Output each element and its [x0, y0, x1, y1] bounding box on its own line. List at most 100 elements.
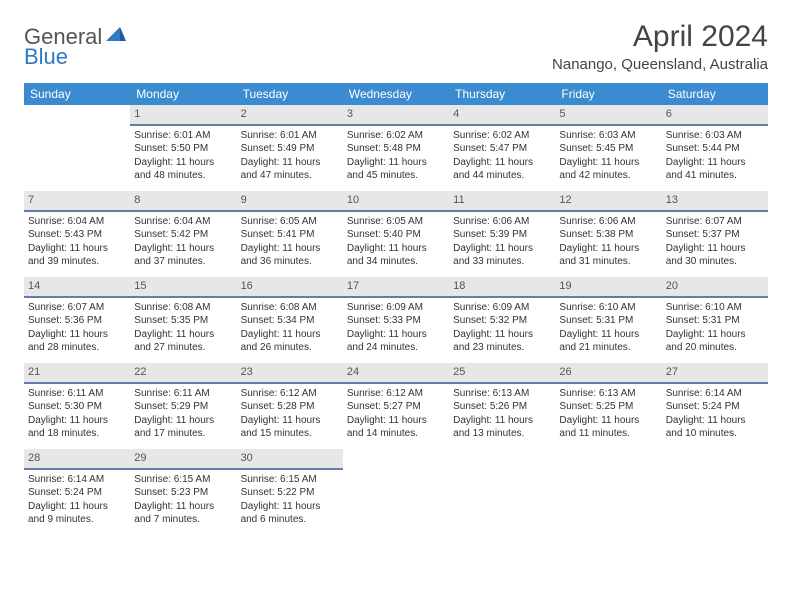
day-detail-line: and 44 minutes.: [453, 169, 551, 183]
day-number: 25: [449, 363, 555, 384]
day-cell: 1Sunrise: 6:01 AMSunset: 5:50 PMDaylight…: [130, 105, 236, 191]
day-cell: 21Sunrise: 6:11 AMSunset: 5:30 PMDayligh…: [24, 363, 130, 449]
day-detail-line: and 41 minutes.: [666, 169, 764, 183]
day-detail-line: Sunset: 5:43 PM: [28, 228, 126, 242]
day-cell: 6Sunrise: 6:03 AMSunset: 5:44 PMDaylight…: [662, 105, 768, 191]
day-detail-line: Sunset: 5:24 PM: [666, 400, 764, 414]
day-cell: 18Sunrise: 6:09 AMSunset: 5:32 PMDayligh…: [449, 277, 555, 363]
page-subtitle: Nanango, Queensland, Australia: [552, 56, 768, 73]
day-detail-line: Daylight: 11 hours: [28, 414, 126, 428]
title-block: April 2024 Nanango, Queensland, Australi…: [552, 20, 768, 73]
day-number: 3: [343, 105, 449, 126]
day-detail-line: Sunset: 5:44 PM: [666, 142, 764, 156]
day-detail-line: and 48 minutes.: [134, 169, 232, 183]
day-detail-line: Sunrise: 6:10 AM: [666, 301, 764, 315]
day-detail-line: Daylight: 11 hours: [666, 242, 764, 256]
day-number: 21: [24, 363, 130, 384]
day-detail-line: Sunrise: 6:02 AM: [347, 129, 445, 143]
day-cell: 2Sunrise: 6:01 AMSunset: 5:49 PMDaylight…: [237, 105, 343, 191]
day-detail-line: Sunset: 5:42 PM: [134, 228, 232, 242]
day-cell: 27Sunrise: 6:14 AMSunset: 5:24 PMDayligh…: [662, 363, 768, 449]
day-detail-line: Daylight: 11 hours: [28, 328, 126, 342]
day-detail-line: Daylight: 11 hours: [559, 328, 657, 342]
week-row: 21Sunrise: 6:11 AMSunset: 5:30 PMDayligh…: [24, 363, 768, 449]
day-detail-line: Sunset: 5:48 PM: [347, 142, 445, 156]
day-detail-line: and 27 minutes.: [134, 341, 232, 355]
day-number: 8: [130, 191, 236, 212]
day-detail-line: Daylight: 11 hours: [134, 328, 232, 342]
day-detail-line: Daylight: 11 hours: [453, 156, 551, 170]
day-number: 2: [237, 105, 343, 126]
day-detail-line: Daylight: 11 hours: [241, 414, 339, 428]
day-detail-line: Sunset: 5:29 PM: [134, 400, 232, 414]
day-detail-line: Daylight: 11 hours: [347, 414, 445, 428]
day-detail-line: and 14 minutes.: [347, 427, 445, 441]
day-number: 26: [555, 363, 661, 384]
day-cell: 24Sunrise: 6:12 AMSunset: 5:27 PMDayligh…: [343, 363, 449, 449]
day-detail-line: and 31 minutes.: [559, 255, 657, 269]
day-detail-line: Sunset: 5:24 PM: [28, 486, 126, 500]
page-title: April 2024: [552, 20, 768, 54]
logo-triangle-icon: [106, 27, 126, 48]
day-number: 4: [449, 105, 555, 126]
day-number: 27: [662, 363, 768, 384]
day-detail-line: Daylight: 11 hours: [453, 328, 551, 342]
day-detail-line: Daylight: 11 hours: [134, 500, 232, 514]
day-number: 10: [343, 191, 449, 212]
day-detail-line: Sunrise: 6:08 AM: [241, 301, 339, 315]
day-detail-line: and 13 minutes.: [453, 427, 551, 441]
day-cell: [24, 105, 130, 191]
day-cell: 13 Sunrise: 6:07 AMSunset: 5:37 PMDayligh…: [662, 191, 768, 277]
day-detail-line: and 9 minutes.: [28, 513, 126, 527]
day-number: 6: [662, 105, 768, 126]
day-detail-line: Sunrise: 6:13 AM: [453, 387, 551, 401]
day-detail-line: Sunrise: 6:02 AM: [453, 129, 551, 143]
header: General April 2024 Nanango, Queensland, …: [24, 20, 768, 73]
day-detail-line: and 26 minutes.: [241, 341, 339, 355]
day-cell: 23Sunrise: 6:12 AMSunset: 5:28 PMDayligh…: [237, 363, 343, 449]
weekday-header: Friday: [555, 83, 661, 105]
day-cell: [343, 449, 449, 535]
day-detail-line: Sunrise: 6:01 AM: [241, 129, 339, 143]
day-detail-line: and 23 minutes.: [453, 341, 551, 355]
week-row: 7Sunrise: 6:04 AMSunset: 5:43 PMDaylight…: [24, 191, 768, 277]
day-cell: 26Sunrise: 6:13 AMSunset: 5:25 PMDayligh…: [555, 363, 661, 449]
day-number: 23: [237, 363, 343, 384]
day-detail-line: Sunset: 5:38 PM: [559, 228, 657, 242]
day-detail-line: Sunrise: 6:07 AM: [666, 215, 764, 229]
day-detail-line: Sunrise: 6:04 AM: [134, 215, 232, 229]
day-detail-line: Sunset: 5:31 PM: [559, 314, 657, 328]
day-detail-line: Sunrise: 6:05 AM: [241, 215, 339, 229]
logo-part2: Blue: [24, 44, 68, 69]
day-detail-line: Sunrise: 6:09 AM: [347, 301, 445, 315]
day-cell: 20Sunrise: 6:10 AMSunset: 5:31 PMDayligh…: [662, 277, 768, 363]
day-cell: 30Sunrise: 6:15 AMSunset: 5:22 PMDayligh…: [237, 449, 343, 535]
day-detail-line: Sunset: 5:27 PM: [347, 400, 445, 414]
weekday-header-row: SundayMondayTuesdayWednesdayThursdayFrid…: [24, 83, 768, 105]
day-detail-line: Daylight: 11 hours: [559, 242, 657, 256]
day-detail-line: Sunset: 5:47 PM: [453, 142, 551, 156]
calendar: SundayMondayTuesdayWednesdayThursdayFrid…: [24, 83, 768, 535]
day-detail-line: and 36 minutes.: [241, 255, 339, 269]
day-cell: 16Sunrise: 6:08 AMSunset: 5:34 PMDayligh…: [237, 277, 343, 363]
week-row: 1Sunrise: 6:01 AMSunset: 5:50 PMDaylight…: [24, 105, 768, 191]
day-detail-line: Sunset: 5:34 PM: [241, 314, 339, 328]
day-detail-line: Daylight: 11 hours: [453, 414, 551, 428]
day-detail-line: and 21 minutes.: [559, 341, 657, 355]
day-detail-line: Daylight: 11 hours: [28, 242, 126, 256]
weekday-header: Saturday: [662, 83, 768, 105]
day-cell: 14Sunrise: 6:07 AMSunset: 5:36 PMDayligh…: [24, 277, 130, 363]
day-detail-line: Sunrise: 6:11 AM: [134, 387, 232, 401]
day-detail-line: Sunset: 5:37 PM: [666, 228, 764, 242]
day-detail-line: and 34 minutes.: [347, 255, 445, 269]
week-row: 28Sunrise: 6:14 AMSunset: 5:24 PMDayligh…: [24, 449, 768, 535]
day-cell: [555, 449, 661, 535]
day-number: 30: [237, 449, 343, 470]
day-number: 13: [662, 191, 768, 212]
day-detail-line: and 28 minutes.: [28, 341, 126, 355]
day-number: 11: [449, 191, 555, 212]
day-detail-line: Daylight: 11 hours: [559, 156, 657, 170]
day-detail-line: Sunrise: 6:14 AM: [28, 473, 126, 487]
day-detail-line: and 18 minutes.: [28, 427, 126, 441]
day-detail-line: and 47 minutes.: [241, 169, 339, 183]
